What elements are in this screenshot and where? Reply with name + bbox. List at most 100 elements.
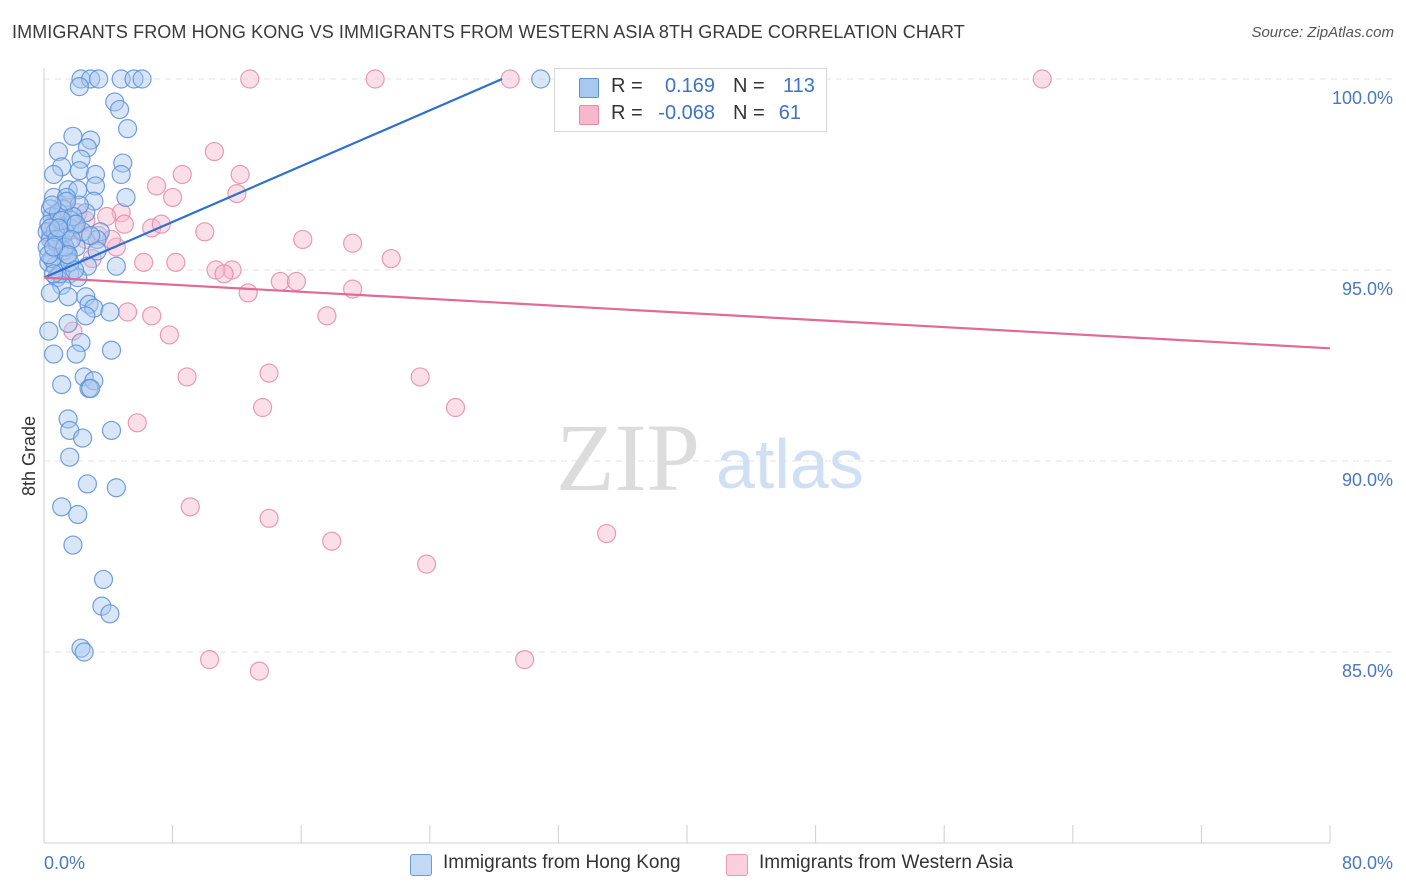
chart-title: IMMIGRANTS FROM HONG KONG VS IMMIGRANTS … <box>12 22 965 42</box>
hong-kong-point <box>77 474 98 494</box>
hong-kong-point <box>66 344 86 364</box>
western-asia-point <box>253 397 273 418</box>
legend-swatch-pink <box>579 105 599 125</box>
western-asia-point <box>180 497 200 517</box>
bottom-legend-label: Immigrants from Hong Kong <box>443 852 681 873</box>
western-asia-point <box>445 397 466 418</box>
hong-kong-point <box>48 141 69 162</box>
legend-row-hong-kong: R = 0.169 N = 113 <box>555 75 826 99</box>
hong-kong-point <box>106 256 126 276</box>
western-asia-point <box>249 661 270 681</box>
hong-kong-point <box>44 344 64 364</box>
grid-lines <box>44 78 1392 653</box>
stats-legend: R = 0.169 N = 113 R = -0.068 N = 61 <box>554 68 827 132</box>
western-asia-point <box>343 233 363 253</box>
hong-kong-point <box>63 126 83 146</box>
y-tick-label: 95.0% <box>1342 279 1393 299</box>
western-asia-point <box>238 283 258 303</box>
western-asia-point <box>134 252 154 272</box>
hong-kong-point <box>60 447 80 467</box>
western-asia-point <box>114 214 134 234</box>
western-asia-point <box>177 367 197 387</box>
hong-kong-point <box>44 237 64 257</box>
bottom-legend-label: Immigrants from Western Asia <box>759 852 1014 873</box>
western-asia-point <box>515 650 535 670</box>
western-asia-point <box>204 141 224 162</box>
hong-kong-point <box>69 161 89 181</box>
western-asia-point <box>322 531 342 551</box>
hong-kong-point <box>81 378 101 399</box>
western-asia-point <box>259 508 279 528</box>
x-tick-labels: 0.0% 80.0% <box>44 853 1393 873</box>
western-asia-point <box>240 69 260 89</box>
western-asia-trend-line <box>43 276 1331 350</box>
western-asia-point <box>286 271 306 292</box>
legend-row-western-asia: R = -0.068 N = 61 <box>555 102 826 126</box>
hong-kong-point <box>74 642 94 662</box>
hong-kong-point <box>106 478 126 498</box>
hong-kong-point <box>84 191 104 211</box>
western-asia-point <box>199 650 220 670</box>
watermark: ZIP atlas <box>556 404 864 511</box>
x-tick-label: 80.0% <box>1342 853 1393 873</box>
legend-r-value: -0.068 <box>658 102 715 124</box>
hong-kong-point <box>52 497 72 517</box>
hong-kong-point <box>124 69 144 89</box>
western-asia-point <box>230 164 250 185</box>
hong-kong-point <box>74 367 94 387</box>
hong-kong-point <box>58 313 78 334</box>
hong-kong-point <box>92 596 112 616</box>
western-asia-point <box>1032 69 1052 89</box>
hong-kong-point <box>81 69 101 89</box>
chart-source: Source: ZipAtlas.com <box>1251 24 1394 41</box>
western-asia-point <box>163 187 183 208</box>
legend-r-value: 0.169 <box>664 75 715 97</box>
hong-kong-point <box>56 191 77 211</box>
bottom-legend-swatch-blue <box>410 854 432 876</box>
hong-kong-points <box>37 69 551 662</box>
hong-kong-point <box>68 504 88 525</box>
western-asia-point <box>259 363 279 383</box>
western-asia-point <box>127 413 147 433</box>
hong-kong-point <box>72 428 93 448</box>
trend-lines <box>43 77 1331 350</box>
hong-kong-point <box>101 420 122 441</box>
hong-kong-point <box>69 77 89 97</box>
hong-kong-point <box>117 119 138 139</box>
hong-kong-point <box>44 164 64 185</box>
legend-n-value: 113 <box>783 75 815 97</box>
hong-kong-point <box>77 138 98 158</box>
hong-kong-point <box>109 99 130 120</box>
hong-kong-point <box>52 375 72 395</box>
legend-swatch-blue <box>579 78 599 98</box>
western-asia-point <box>159 325 179 345</box>
legend-r-label: R = <box>611 102 643 124</box>
western-asia-point <box>146 176 167 196</box>
bottom-legend-swatch-pink <box>726 854 748 876</box>
western-asia-point <box>142 306 162 326</box>
y-tick-label: 90.0% <box>1342 470 1393 490</box>
legend-n-value: 61 <box>778 102 801 124</box>
western-asia-point <box>500 69 520 89</box>
hong-kong-point <box>58 287 78 307</box>
hong-kong-point <box>93 569 114 590</box>
hong-kong-point <box>89 69 109 89</box>
hong-kong-point <box>63 535 83 555</box>
y-axis-title: 8th Grade <box>19 416 39 496</box>
hong-kong-point <box>39 321 59 341</box>
western-asia-point <box>416 554 437 574</box>
hong-kong-point <box>101 340 122 360</box>
western-asia-point <box>172 164 192 185</box>
hong-kong-point <box>40 283 61 303</box>
hong-kong-point <box>81 226 101 246</box>
hong-kong-point <box>85 164 106 185</box>
hong-kong-point <box>100 302 120 322</box>
hong-kong-point <box>100 604 120 624</box>
hong-kong-point <box>48 218 69 238</box>
western-asia-point <box>111 203 131 223</box>
watermark-zip: ZIP <box>556 404 700 511</box>
hong-kong-point <box>85 176 106 196</box>
hong-kong-point <box>76 306 96 326</box>
legend-n-label: N = <box>733 102 765 124</box>
hong-kong-point <box>40 218 61 238</box>
